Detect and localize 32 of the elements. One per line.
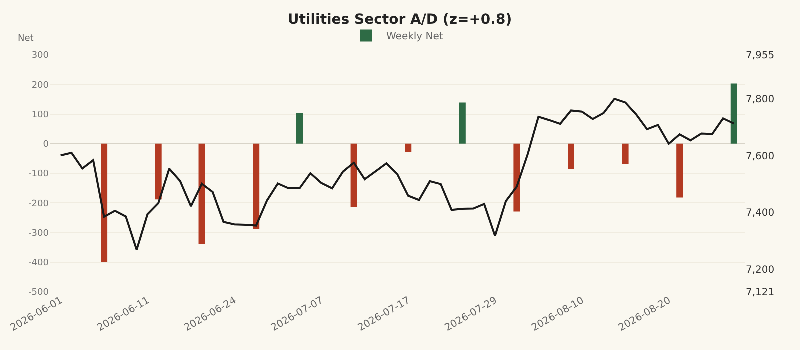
y-axis-title: Net — [18, 34, 34, 44]
y2-tick-label: 7,400 — [746, 208, 775, 220]
bar — [622, 144, 629, 164]
bar — [350, 144, 358, 208]
y-tick-label: -100 — [28, 170, 50, 180]
line-series — [60, 98, 736, 251]
bar — [459, 102, 466, 144]
chart-title: Utilities Sector A/D (z=+0.8) — [288, 12, 512, 28]
y2-tick-label: 7,955 — [746, 50, 775, 62]
bar — [514, 144, 520, 212]
bar — [296, 113, 304, 144]
y-tick-label: 300 — [32, 51, 50, 62]
bar — [568, 144, 575, 170]
bar — [155, 144, 162, 200]
y-tick-label: -400 — [28, 258, 50, 269]
bar — [253, 144, 260, 230]
y2-tick-label: 7,800 — [746, 94, 775, 106]
bar — [676, 144, 684, 198]
y-tick-label: 100 — [32, 110, 50, 120]
y-tick-label: 0 — [43, 140, 50, 150]
bar — [198, 144, 206, 244]
y-tick-label: -200 — [28, 199, 50, 210]
y-tick-label: -300 — [28, 228, 50, 239]
y-tick-label: 200 — [32, 80, 50, 91]
y2-tick-label: 7,600 — [746, 151, 775, 162]
bar — [405, 144, 412, 152]
y2-tick-label: 7,121 — [746, 288, 775, 298]
legend-label: Weekly Net — [386, 32, 444, 43]
y-tick-label: -500 — [28, 288, 50, 298]
bar — [101, 144, 108, 262]
bar — [730, 84, 738, 144]
y2-tick-label: 7,200 — [746, 265, 775, 276]
